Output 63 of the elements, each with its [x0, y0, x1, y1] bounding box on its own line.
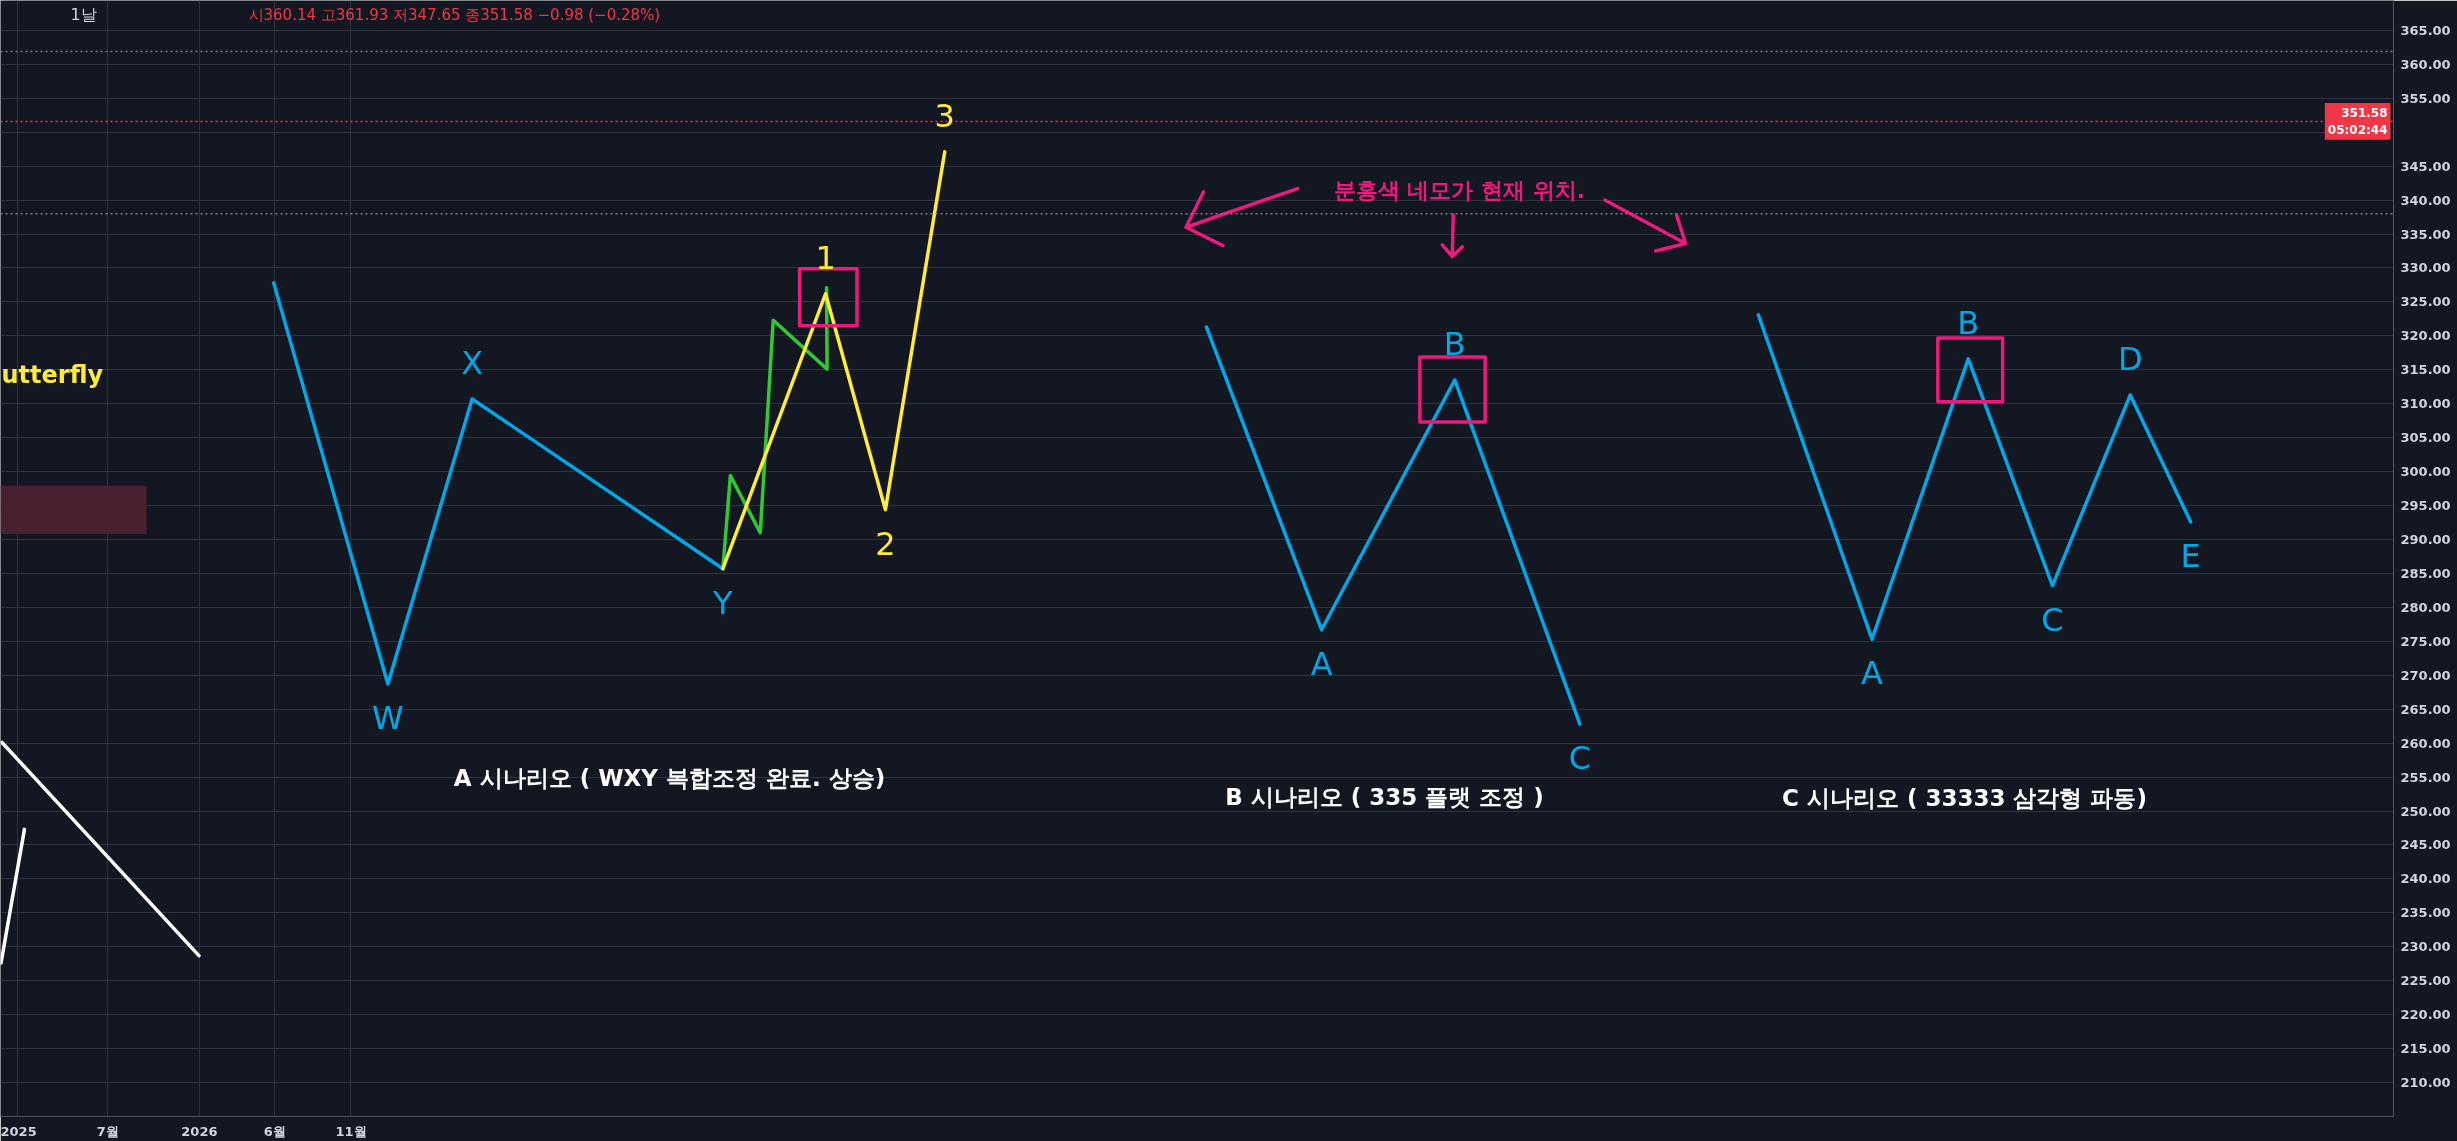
y-tick-label: 255.00: [2400, 769, 2451, 785]
y-tick-label: 260.00: [2400, 735, 2451, 751]
y-tick-label: 215.00: [2400, 1041, 2451, 1057]
chart-title: 1날: [70, 5, 97, 24]
y-tick-label: 345.00: [2400, 158, 2451, 174]
y-tick-label: 225.00: [2400, 973, 2451, 989]
y-tick-label: 335.00: [2400, 226, 2451, 242]
annotation: D: [2117, 339, 2143, 378]
annotation: C: [1568, 739, 1592, 778]
y-tick-label: 240.00: [2400, 871, 2451, 887]
line-series: [721, 150, 947, 571]
ref-line-label: 351.58 05:02:44: [2327, 106, 2388, 137]
y-tick-label: 280.00: [2400, 599, 2451, 615]
line-series: [1603, 198, 1688, 253]
annotation: A: [1310, 644, 1333, 683]
y-tick-label: 320.00: [2400, 328, 2451, 344]
x-tick-label: 2025: [0, 1123, 37, 1139]
line-series: [1184, 186, 1300, 248]
y-tick-label: 285.00: [2400, 565, 2451, 581]
y-tick-label: 355.00: [2400, 90, 2451, 106]
y-tick-label: 210.00: [2400, 1075, 2451, 1091]
annotation: A: [1861, 654, 1884, 693]
x-tick-label: 2026: [181, 1123, 218, 1139]
annotation: 분홍색 네모가 현재 위치.: [1333, 178, 1586, 203]
annotation: B: [1443, 324, 1466, 363]
y-tick-label: 310.00: [2400, 396, 2451, 412]
y-tick-label: 235.00: [2400, 905, 2451, 921]
y-tick-label: 365.00: [2400, 22, 2451, 38]
annotation: C 시나리오 ( 33333 삼각형 파동): [1782, 784, 2147, 811]
annotation: C: [2041, 600, 2064, 639]
y-tick-label: 295.00: [2400, 498, 2451, 514]
annotation: B: [1957, 303, 1980, 342]
y-tick-label: 340.00: [2400, 192, 2451, 208]
annotation: 3: [934, 97, 955, 136]
y-tick-label: 275.00: [2400, 633, 2451, 649]
y-tick-label: 290.00: [2400, 531, 2451, 547]
y-tick-label: 265.00: [2400, 701, 2451, 717]
x-tick-label: 11월: [335, 1123, 367, 1139]
y-tick-label: 270.00: [2400, 667, 2451, 683]
y-tick-label: 220.00: [2400, 1007, 2451, 1023]
y-tick-label: 330.00: [2400, 260, 2451, 276]
annotation: Y: [712, 583, 734, 622]
y-tick-label: 360.00: [2400, 56, 2451, 72]
annotation: X: [461, 343, 484, 382]
annotation: A 시나리오 ( WXY 복합조정 완료. 상승): [453, 764, 886, 791]
x-tick-label: 7월: [96, 1123, 119, 1139]
y-tick-label: 315.00: [2400, 362, 2451, 378]
annotation: E: [2180, 536, 2201, 575]
y-tick-label: 325.00: [2400, 294, 2451, 310]
chart-subtitle: 시360.14 고361.93 저347.65 종351.58 −0.98 (−0.28%): [248, 5, 661, 24]
line-series: [1440, 213, 1464, 259]
annotation: B 시나리오 ( 335 플랫 조정 ): [1225, 783, 1544, 810]
line-series: [1204, 325, 1582, 726]
annotation: W: [372, 699, 404, 738]
annotation: utterfly: [1, 360, 104, 389]
y-tick-label: 305.00: [2400, 430, 2451, 446]
y-tick-label: 230.00: [2400, 939, 2451, 955]
y-tick-label: 245.00: [2400, 837, 2451, 853]
annotation: 1: [815, 239, 836, 278]
annotation: 2: [875, 525, 896, 564]
x-tick-label: 6월: [263, 1123, 286, 1139]
y-tick-label: 250.00: [2400, 803, 2451, 819]
y-tick-label: 300.00: [2400, 464, 2451, 480]
